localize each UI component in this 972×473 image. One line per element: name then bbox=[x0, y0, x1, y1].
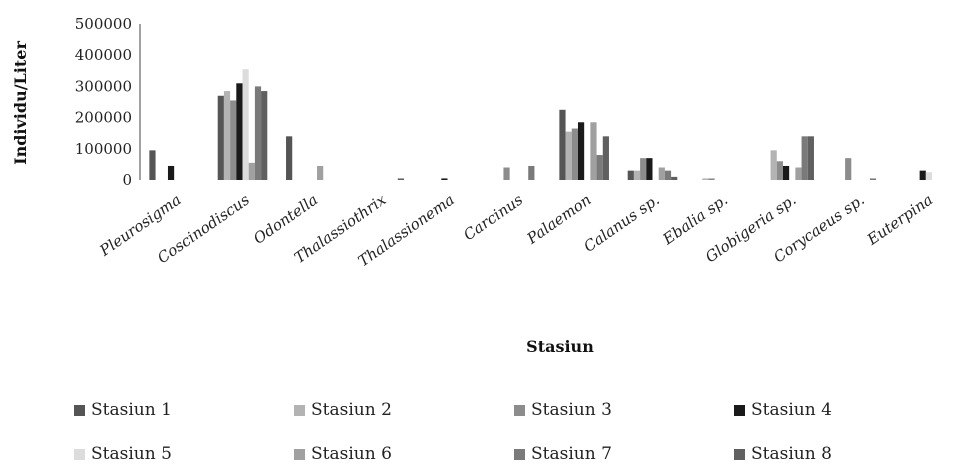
x-axis-title: Stasiun bbox=[526, 337, 594, 356]
legend-item: Stasiun 4 bbox=[734, 398, 954, 422]
legend-swatch bbox=[74, 404, 85, 416]
legend-label: Stasiun 2 bbox=[311, 400, 392, 420]
legend-label: Stasiun 6 bbox=[311, 444, 392, 464]
bar bbox=[702, 178, 709, 180]
bar bbox=[770, 150, 777, 180]
bar bbox=[397, 178, 404, 180]
legend-item: Stasiun 1 bbox=[74, 398, 294, 422]
bar bbox=[919, 170, 926, 180]
bar bbox=[565, 131, 572, 180]
y-tick-labels: 0 100000 200000 300000 400000 500000 bbox=[75, 15, 132, 189]
bar bbox=[217, 95, 224, 180]
bar bbox=[795, 167, 802, 180]
legend: Stasiun 1 Stasiun 2 Stasiun 3 Stasiun 4 Stas… bbox=[74, 398, 954, 466]
bar bbox=[223, 91, 231, 180]
legend-label: Stasiun 8 bbox=[751, 444, 832, 464]
y-axis-title: Individu/Liter bbox=[11, 41, 30, 165]
legend-item: Stasiun 8 bbox=[734, 442, 954, 466]
bar bbox=[590, 122, 597, 180]
legend-swatch bbox=[294, 404, 305, 416]
y-tick-label: 200000 bbox=[75, 109, 132, 127]
legend-swatch bbox=[74, 448, 85, 460]
bar bbox=[782, 165, 790, 180]
legend-label: Stasiun 3 bbox=[531, 400, 612, 420]
y-tick-label: 400000 bbox=[75, 46, 132, 64]
bar bbox=[807, 136, 814, 180]
bar bbox=[149, 150, 156, 180]
bar bbox=[925, 172, 933, 180]
y-tick-label: 300000 bbox=[75, 77, 132, 95]
y-tick-label: 100000 bbox=[75, 140, 132, 158]
bar bbox=[602, 136, 609, 180]
y-tick-label: 0 bbox=[122, 171, 132, 189]
legend-label: Stasiun 5 bbox=[91, 444, 172, 464]
legend-item: Stasiun 6 bbox=[294, 442, 514, 466]
x-category-label: Euterpina bbox=[863, 191, 936, 250]
bar bbox=[869, 178, 877, 180]
bar bbox=[664, 170, 672, 180]
bar bbox=[627, 170, 634, 180]
legend-swatch bbox=[514, 448, 525, 460]
bar bbox=[559, 109, 566, 180]
bar bbox=[503, 167, 510, 180]
bar bbox=[633, 170, 641, 180]
bar bbox=[242, 69, 249, 180]
x-category-label: Carcinus bbox=[460, 190, 526, 244]
bar bbox=[646, 158, 653, 180]
bar bbox=[261, 91, 268, 180]
legend-swatch bbox=[514, 404, 525, 416]
bars-group bbox=[149, 69, 933, 180]
bar bbox=[167, 165, 175, 180]
bar bbox=[708, 178, 715, 180]
legend-label: Stasiun 7 bbox=[531, 444, 612, 464]
bar bbox=[248, 162, 255, 180]
legend-swatch bbox=[734, 448, 745, 460]
bar bbox=[571, 128, 578, 180]
bar bbox=[577, 122, 585, 180]
bar bbox=[441, 178, 448, 180]
bar bbox=[286, 136, 293, 180]
legend-item: Stasiun 3 bbox=[514, 398, 734, 422]
bar bbox=[528, 165, 535, 180]
bar-chart: 0 100000 200000 300000 400000 500000 Pleurosi… bbox=[11, 15, 937, 356]
legend-label: Stasiun 4 bbox=[751, 400, 832, 420]
bar bbox=[317, 165, 324, 180]
legend-item: Stasiun 7 bbox=[514, 442, 734, 466]
legend-item: Stasiun 2 bbox=[294, 398, 514, 422]
x-category-label: Calanus sp. bbox=[580, 191, 662, 256]
legend-swatch bbox=[734, 404, 745, 416]
legend-swatch bbox=[294, 448, 305, 460]
bar bbox=[671, 176, 678, 180]
x-category-labels: PleurosigmaCoscinodiscusOdontellaThalass… bbox=[96, 190, 937, 270]
legend-item: Stasiun 5 bbox=[74, 442, 294, 466]
bar bbox=[254, 86, 262, 180]
y-tick-label: 500000 bbox=[75, 15, 132, 33]
bar bbox=[776, 161, 783, 180]
bar bbox=[658, 167, 665, 180]
bar bbox=[230, 100, 237, 180]
bar bbox=[801, 136, 808, 180]
bar bbox=[236, 83, 243, 180]
legend-label: Stasiun 1 bbox=[91, 400, 172, 420]
bar bbox=[596, 155, 603, 180]
bar bbox=[640, 158, 647, 180]
bar bbox=[845, 158, 852, 180]
